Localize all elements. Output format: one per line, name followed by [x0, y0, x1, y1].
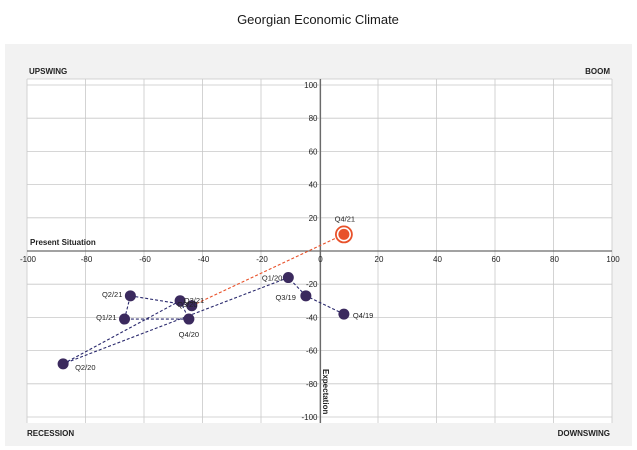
x-axis-title: Present Situation — [30, 238, 96, 247]
x-tick-label: -60 — [139, 255, 151, 264]
data-point-label: Q4/21 — [335, 214, 355, 223]
y-tick-label: 80 — [309, 114, 318, 123]
data-point — [124, 290, 136, 302]
x-tick-label: -100 — [20, 255, 37, 264]
data-point-label: Q3/19 — [275, 293, 295, 302]
y-tick-label: -40 — [306, 313, 318, 322]
data-point — [338, 308, 350, 320]
axes — [27, 79, 612, 423]
y-axis-title: Expectation — [321, 369, 330, 414]
y-tick-label: -60 — [306, 347, 318, 356]
y-tick-label: 40 — [309, 181, 318, 190]
data-point-label: Q2/20 — [75, 363, 95, 372]
x-tick-label: -80 — [81, 255, 93, 264]
quadrant-label-boom: BOOM — [585, 67, 610, 76]
x-tick-label: -40 — [198, 255, 210, 264]
data-point — [183, 313, 195, 325]
x-tick-labels: -100 -80 -60 -40 -20 0 20 40 60 80 100 — [20, 255, 620, 264]
x-tick-label: -20 — [256, 255, 268, 264]
y-tick-labels: -100 -80 -60 -40 -20 20 40 60 80 100 — [301, 81, 318, 422]
trajectory-segment — [305, 295, 345, 315]
data-points — [57, 225, 353, 370]
data-point — [300, 290, 312, 302]
data-point — [186, 300, 198, 312]
data-point-label: Q1/20 — [262, 274, 282, 283]
data-point — [119, 313, 131, 325]
x-tick-label: 20 — [375, 255, 384, 264]
plot-background — [5, 44, 632, 446]
y-tick-label: -80 — [306, 380, 318, 389]
y-tick-label: 20 — [309, 214, 318, 223]
y-tick-label: 100 — [304, 81, 318, 90]
data-point-highlight — [338, 228, 350, 240]
y-tick-label: -100 — [301, 413, 318, 422]
data-point-label: Q4/19 — [353, 311, 373, 320]
x-tick-label: 60 — [492, 255, 501, 264]
x-tick-label: 40 — [433, 255, 442, 264]
trajectory-segment — [123, 295, 131, 320]
data-point-label: Q1/21 — [96, 313, 116, 322]
quadrant-label-upswing: UPSWING — [29, 67, 67, 76]
chart-title: Georgian Economic Climate — [237, 12, 399, 27]
data-point — [282, 272, 294, 284]
quadrant-label-downswing: DOWNSWING — [558, 429, 610, 438]
data-point-label: Q3/21 — [184, 296, 204, 305]
trajectory-lines — [62, 233, 345, 365]
y-tick-label: -20 — [306, 280, 318, 289]
data-point-label: Q4/20 — [179, 330, 199, 339]
data-point — [57, 358, 69, 370]
trajectory-segment — [62, 277, 289, 365]
trajectory-segment-latest — [191, 233, 345, 307]
data-point — [174, 295, 186, 307]
data-point-label: Q3/20 — [177, 300, 197, 309]
y-tick-label: 60 — [309, 147, 318, 156]
trajectory-segment — [62, 300, 181, 365]
data-point-label: Q2/21 — [102, 290, 122, 299]
data-point-labels: Q3/19 Q4/19 Q1/20 Q2/20 Q3/20 Q4/20 Q1/21 Q2/21… — [75, 214, 373, 371]
quadrant-label-recession: RECESSION — [27, 429, 74, 438]
x-tick-label: 80 — [550, 255, 559, 264]
x-tick-label: 0 — [318, 255, 323, 264]
x-tick-label: 100 — [606, 255, 620, 264]
